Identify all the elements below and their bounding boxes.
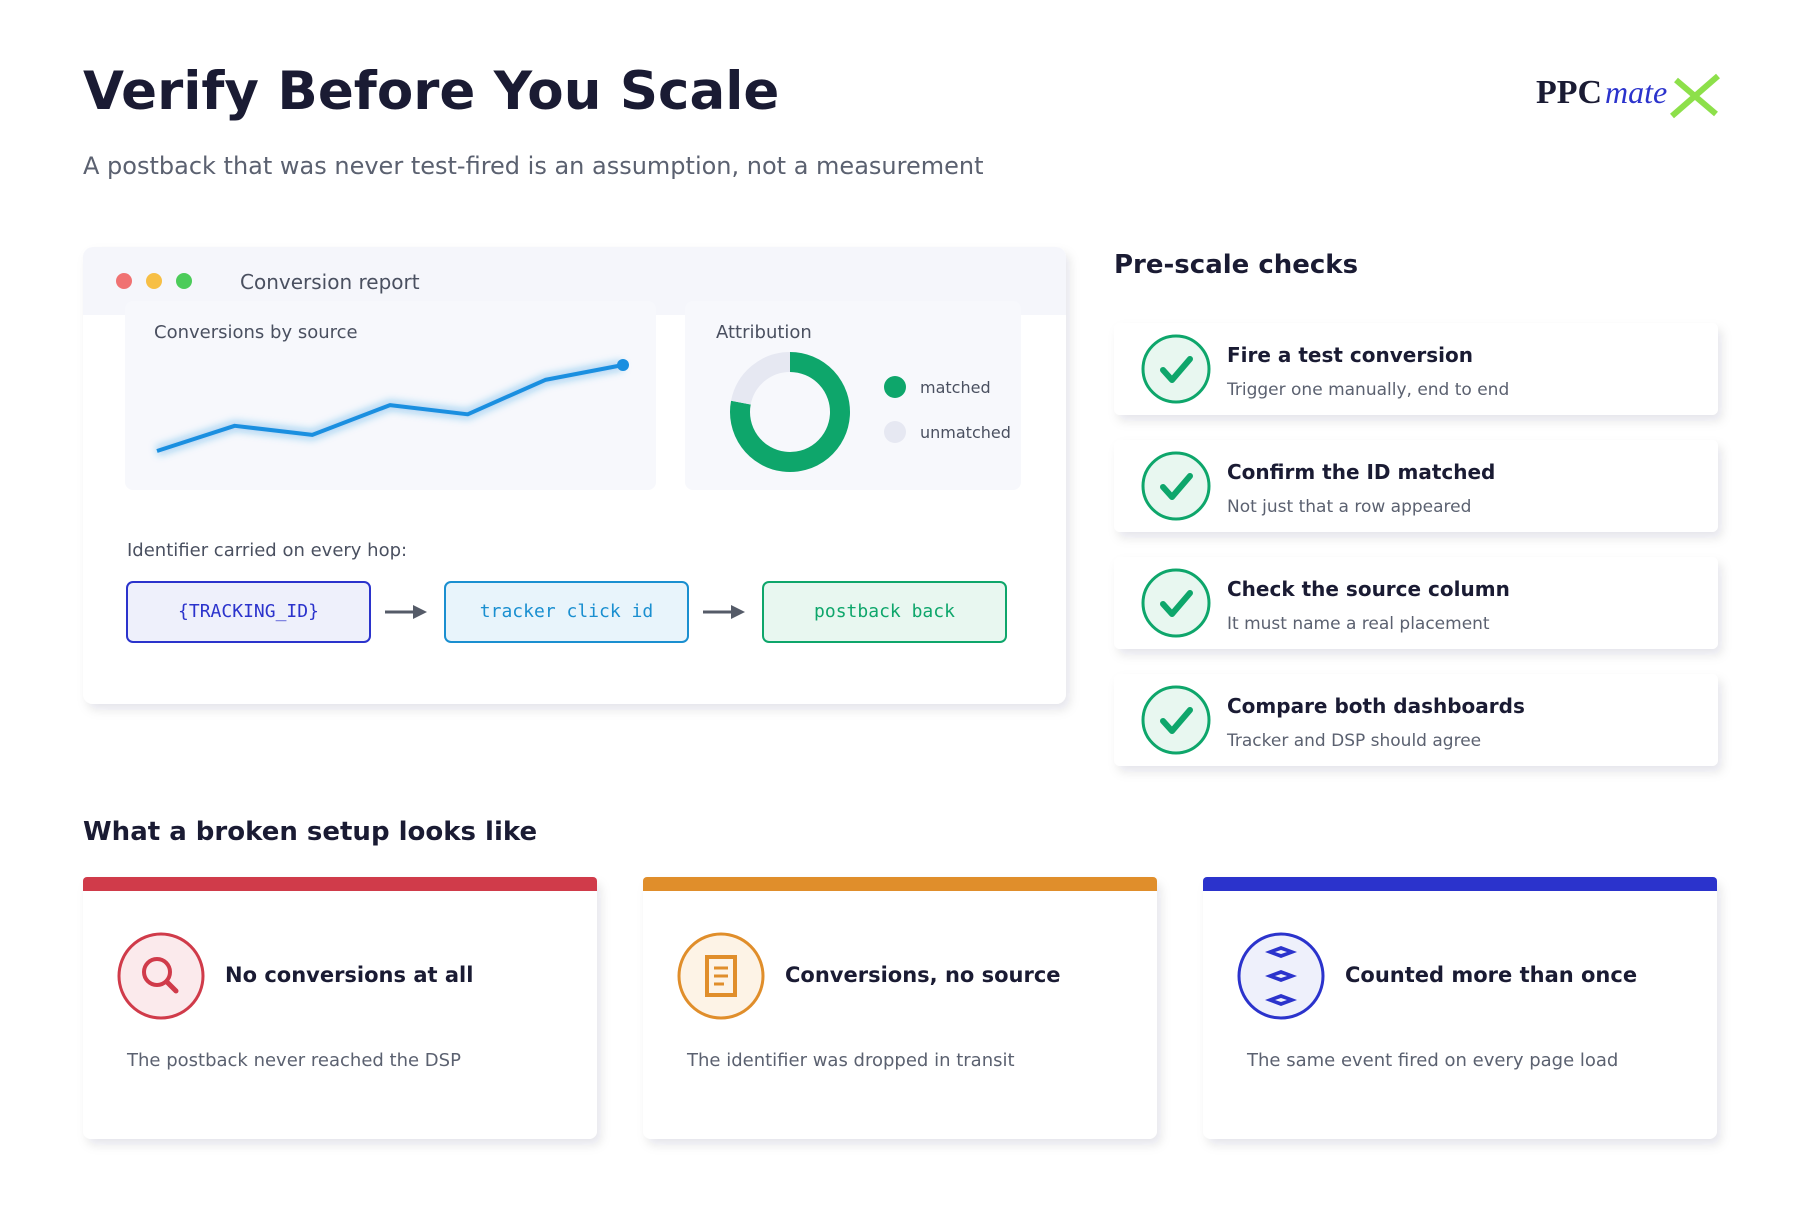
line: [156, 363, 624, 453]
legend-label: unmatched: [920, 423, 1011, 442]
check-card: [1114, 674, 1718, 766]
title: Verify Before You Scale: [83, 61, 779, 122]
check-mark: [1160, 707, 1193, 734]
broken-card: [1203, 877, 1717, 1139]
check-mark: [1160, 356, 1193, 383]
window-title: Conversion report: [240, 270, 420, 294]
icon-part: [164, 979, 179, 994]
broken-title: What a broken setup looks like: [83, 817, 537, 847]
dot: [116, 273, 132, 289]
panel: [685, 301, 1021, 490]
check-icon: [1141, 685, 1211, 755]
check-title: Compare both dashboards: [1227, 694, 1525, 718]
icon-part: [1265, 970, 1297, 982]
broken-icon: [1237, 932, 1325, 1020]
icon-part: [714, 966, 728, 986]
broken-card-desc: The identifier was dropped in transit: [686, 1050, 1015, 1071]
line-end: [617, 359, 629, 371]
icon-part: [705, 955, 737, 997]
broken-icon: [117, 932, 205, 1020]
check-title: Check the source column: [1227, 577, 1510, 601]
hop-label: Identifier carried on every hop:: [127, 540, 407, 561]
arrow-head: [413, 605, 427, 619]
check-card: [1114, 323, 1718, 415]
check-icon: [1141, 568, 1211, 638]
broken-card-title: No conversions at all: [225, 963, 473, 987]
broken-card-title: Counted more than once: [1345, 963, 1637, 987]
card-accent: [1203, 877, 1717, 891]
check-card: [1114, 440, 1718, 532]
arrow-head: [731, 605, 745, 619]
dot: [146, 273, 162, 289]
hop-box: [762, 581, 1007, 643]
icon-part: [1265, 994, 1297, 1006]
donut-segment: [731, 352, 791, 406]
checks-title: Pre-scale checks: [1114, 250, 1358, 280]
check-title: Fire a test conversion: [1227, 343, 1473, 367]
broken-card: [643, 877, 1157, 1139]
hop-text: postback back: [814, 601, 955, 622]
check-mark: [1160, 590, 1193, 617]
panel: [125, 301, 656, 490]
window-bar: [83, 247, 1066, 315]
logo: PPC mate: [1536, 73, 1720, 119]
panel-title: Conversions by source: [154, 322, 358, 343]
logo-main: PPC: [1536, 74, 1602, 111]
check-subtitle: It must name a real placement: [1227, 614, 1490, 634]
hop-text: tracker click id: [480, 601, 653, 622]
donut-segment: [730, 352, 850, 472]
check-subtitle: Not just that a row appeared: [1227, 497, 1471, 517]
logo-accent: mate: [1605, 74, 1667, 110]
hop-text: {TRACKING_ID}: [178, 601, 319, 622]
check-icon: [1141, 451, 1211, 521]
hop-box: [126, 581, 371, 643]
icon-part: [142, 957, 172, 987]
broken-card-desc: The postback never reached the DSP: [126, 1050, 461, 1071]
icon-part: [1265, 946, 1297, 958]
panel-title: Attribution: [716, 322, 812, 343]
legend-label: matched: [920, 378, 991, 397]
card-accent: [643, 877, 1157, 891]
broken-card-desc: The same event fired on every page load: [1246, 1050, 1618, 1071]
hop-box: [444, 581, 689, 643]
check-card: [1114, 557, 1718, 649]
logo-x: [1670, 73, 1720, 119]
broken-card: [83, 877, 597, 1139]
subtitle: A postback that was never test-fired is …: [83, 152, 983, 180]
check-icon: [1141, 334, 1211, 404]
legend-swatch: [884, 376, 906, 398]
card-accent: [83, 877, 597, 891]
dot: [176, 273, 192, 289]
check-mark: [1160, 473, 1193, 500]
check-subtitle: Tracker and DSP should agree: [1226, 731, 1481, 751]
legend-swatch: [884, 421, 906, 443]
check-subtitle: Trigger one manually, end to end: [1226, 380, 1509, 400]
check-title: Confirm the ID matched: [1227, 460, 1495, 484]
broken-card-title: Conversions, no source: [785, 963, 1061, 987]
